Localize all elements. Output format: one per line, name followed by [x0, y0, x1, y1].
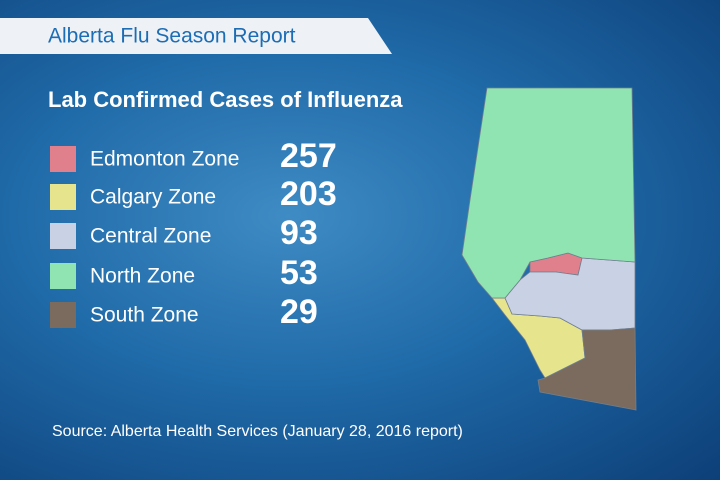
zone-region: [537, 327, 637, 411]
legend-swatch: [50, 223, 76, 249]
legend-swatch: [50, 184, 76, 210]
zone-name: Edmonton Zone: [90, 148, 239, 171]
map: [461, 87, 637, 411]
header-title: Alberta Flu Season Report: [48, 25, 296, 48]
zone-value: 93: [280, 214, 318, 252]
zone-name: South Zone: [90, 304, 199, 327]
zone-name: North Zone: [90, 265, 195, 288]
zone-name: Central Zone: [90, 225, 211, 248]
zone-name: Calgary Zone: [90, 186, 216, 209]
header-bar: [0, 18, 392, 54]
legend-swatch: [50, 263, 76, 289]
source: Source: Alberta Health Services (January…: [52, 423, 463, 440]
zone-value: 203: [280, 175, 337, 213]
legend-swatch: [50, 146, 76, 172]
zone-value: 257: [280, 137, 337, 175]
zone-region: [504, 257, 636, 331]
legend-swatch: [50, 302, 76, 328]
subtitle: Lab Confirmed Cases of Influenza: [48, 87, 403, 112]
zone-value: 53: [280, 254, 318, 292]
zone-region: [461, 87, 636, 299]
zone-value: 29: [280, 293, 318, 331]
